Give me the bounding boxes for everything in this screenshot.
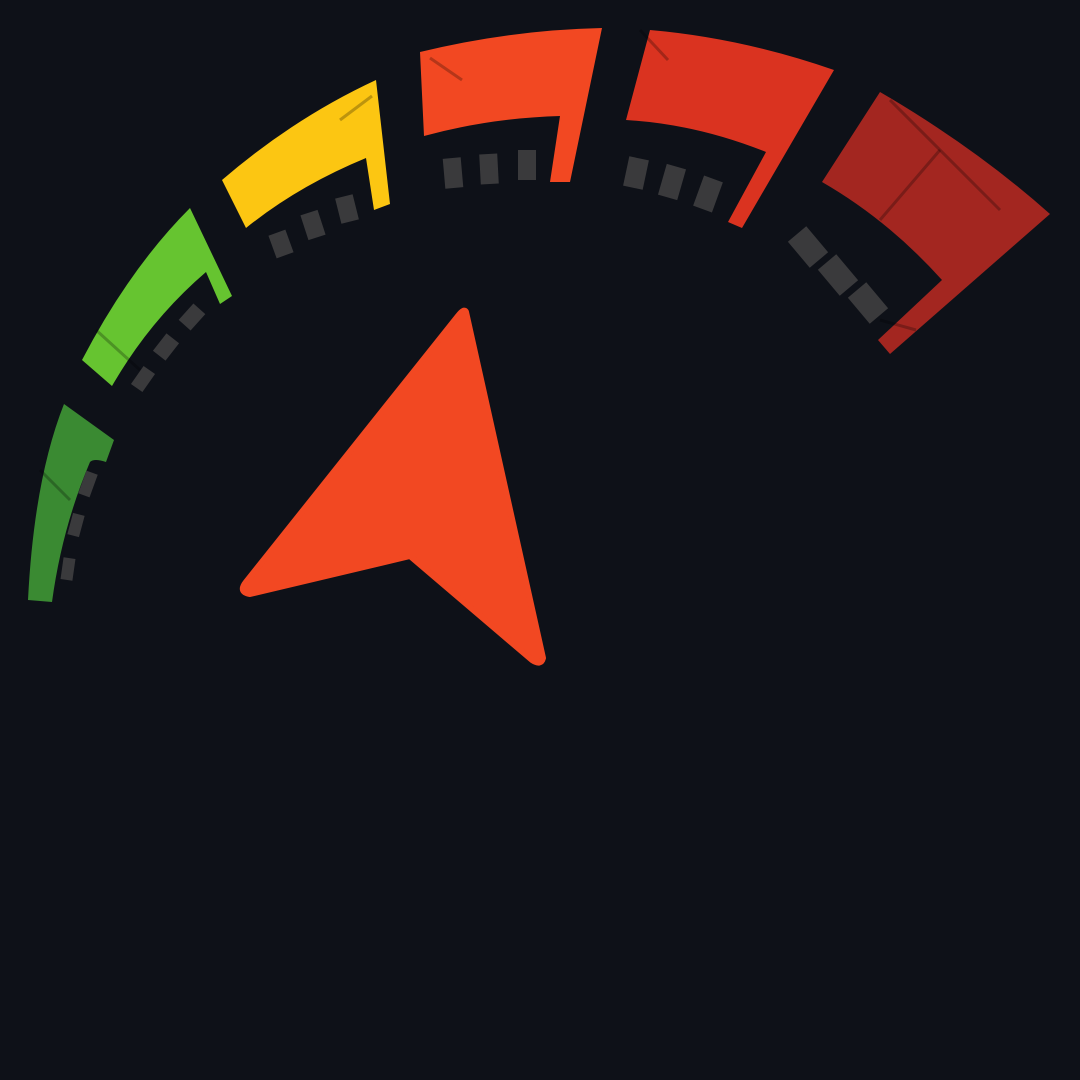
tick-mark xyxy=(657,163,687,201)
tick-mark xyxy=(518,150,536,180)
gauge-segment-dark-green xyxy=(28,404,114,602)
tick-mark xyxy=(817,254,859,296)
tick-mark xyxy=(479,153,499,185)
tick-mark xyxy=(623,156,649,190)
tick-mark xyxy=(693,175,723,213)
tick-mark xyxy=(78,470,98,498)
gauge-segment-red xyxy=(626,30,834,228)
tick-mark xyxy=(152,333,180,361)
tick-mark xyxy=(268,229,294,259)
tick-mark xyxy=(178,303,206,331)
gauge-ticks xyxy=(60,150,889,581)
segment-hatching xyxy=(38,28,1002,502)
tick-mark xyxy=(335,194,359,224)
gauge-segment-yellow xyxy=(222,80,390,228)
navigation-arrow-icon xyxy=(239,307,546,666)
tick-mark xyxy=(787,226,829,268)
tick-mark xyxy=(442,157,464,189)
gauge-segment-dark-red xyxy=(822,92,1050,354)
gauge-segments xyxy=(28,28,1050,602)
tick-mark xyxy=(60,557,76,581)
tick-mark xyxy=(847,282,889,324)
tick-mark xyxy=(130,365,156,393)
gauge-segment-orange xyxy=(420,28,602,182)
tick-mark xyxy=(67,512,85,538)
tick-mark xyxy=(300,209,326,241)
gauge-segment-light-green xyxy=(82,208,232,386)
